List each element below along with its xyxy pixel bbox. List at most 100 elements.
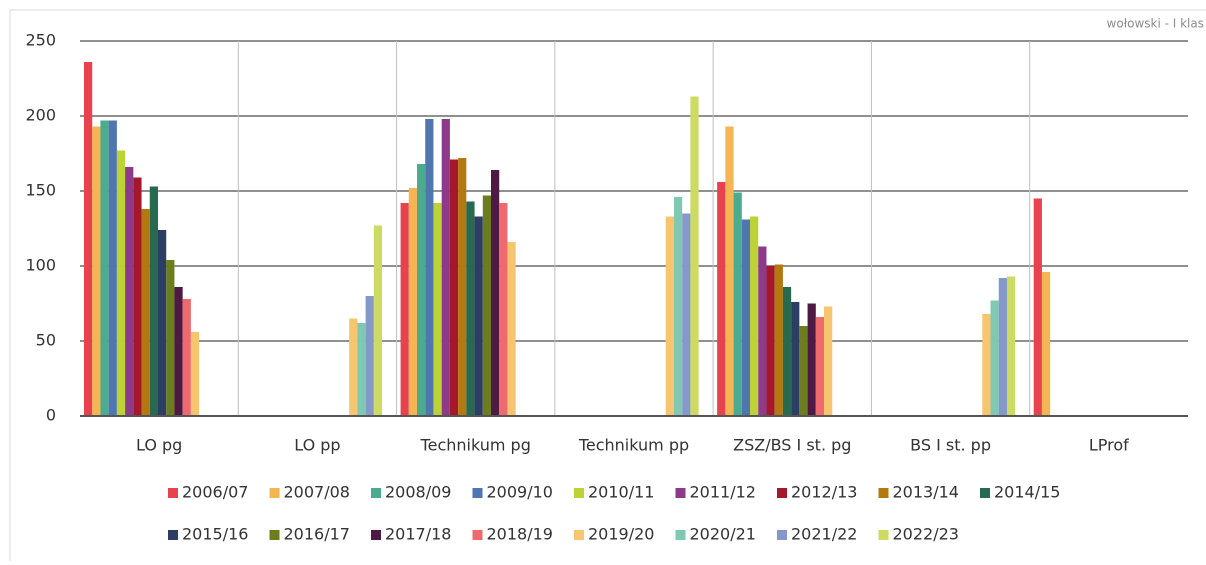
legend-label: 2014/15 [994, 483, 1060, 502]
bar [174, 287, 183, 416]
watermark: wołowski - I klas [1107, 17, 1204, 31]
legend-swatch [574, 530, 584, 540]
bar [433, 203, 442, 416]
bar [717, 182, 726, 416]
bar [750, 216, 759, 416]
legend-label: 2021/22 [791, 525, 857, 544]
bar [982, 314, 991, 416]
legend-label: 2012/13 [791, 483, 857, 502]
legend-swatch [878, 488, 889, 498]
legend-label: 2010/11 [588, 483, 654, 502]
legend-label: 2018/19 [487, 525, 553, 544]
x-tick-label: Technikum pg [420, 436, 531, 455]
bar [673, 197, 683, 416]
bar [125, 167, 134, 416]
legend-label: 2011/12 [690, 483, 756, 502]
legend-swatch [269, 488, 280, 498]
bar [815, 317, 825, 416]
bar [1033, 198, 1042, 416]
legend-swatch [168, 488, 178, 498]
y-tick-label: 50 [36, 331, 56, 350]
legend-swatch [269, 530, 280, 540]
y-tick-label: 250 [25, 31, 56, 50]
bar [1041, 272, 1051, 416]
bar [990, 300, 999, 416]
legend-swatch [574, 488, 584, 498]
bar [373, 225, 383, 416]
legend-swatch [777, 488, 787, 498]
x-tick-label: LO pg [136, 436, 182, 455]
bar [417, 164, 426, 416]
legend-label: 2013/14 [893, 483, 959, 502]
legend-label: 2019/20 [588, 525, 654, 544]
bar [682, 213, 691, 416]
bar [998, 278, 1007, 416]
bar [774, 264, 783, 416]
legend-label: 2016/17 [284, 525, 350, 544]
bar [141, 209, 150, 416]
y-tick-label: 100 [25, 256, 56, 275]
legend-swatch [675, 488, 686, 498]
bar [116, 150, 126, 416]
bar [474, 216, 483, 416]
bar [690, 96, 699, 416]
bar [425, 119, 434, 416]
x-tick-label: LO pp [294, 436, 340, 455]
bar [92, 126, 101, 416]
legend-swatch [371, 488, 381, 498]
bar [100, 120, 109, 416]
legend-label: 2009/10 [487, 483, 553, 502]
y-tick-label: 150 [25, 181, 56, 200]
legend-swatch [472, 530, 483, 540]
bar [108, 120, 117, 416]
legend-label: 2017/18 [385, 525, 451, 544]
bar [149, 186, 158, 416]
bar [824, 306, 833, 416]
chart-frame [9, 9, 1206, 561]
legend-label: 2007/08 [284, 483, 350, 502]
bar [491, 170, 500, 416]
x-tick-label: Technikum pp [578, 436, 689, 455]
legend-label: 2015/16 [182, 525, 248, 544]
legend-swatch [980, 488, 990, 498]
bar [408, 188, 418, 416]
bar [182, 299, 191, 416]
bar [441, 119, 450, 416]
legend-label: 2008/09 [385, 483, 451, 502]
bar [807, 303, 816, 416]
bar [157, 230, 167, 416]
bar [466, 201, 475, 416]
legend-swatch [675, 530, 686, 540]
x-tick-label: ZSZ/BS I st. pg [733, 436, 851, 455]
bar [758, 246, 767, 416]
bar [166, 260, 175, 416]
x-tick-label: BS I st. pp [910, 436, 991, 455]
bar [499, 203, 508, 416]
bar [799, 326, 808, 416]
bar [1006, 276, 1016, 416]
bar [782, 287, 792, 416]
bar [400, 203, 409, 416]
legend-swatch [168, 530, 178, 540]
x-tick-label: LProf [1089, 436, 1129, 455]
y-tick-label: 0 [46, 406, 56, 425]
bar [357, 323, 366, 416]
bar [349, 318, 358, 416]
bar [507, 242, 516, 416]
bar [458, 158, 467, 416]
bar [365, 296, 374, 416]
bar [741, 219, 751, 416]
legend-label: 2020/21 [690, 525, 756, 544]
legend-swatch [371, 530, 381, 540]
legend-label: 2022/23 [893, 525, 959, 544]
bar [791, 302, 800, 416]
bar [133, 177, 142, 416]
bar [766, 266, 775, 416]
legend-swatch [472, 488, 483, 498]
bar [482, 195, 492, 416]
bar [725, 126, 734, 416]
bar [733, 192, 742, 416]
bar [84, 62, 93, 416]
